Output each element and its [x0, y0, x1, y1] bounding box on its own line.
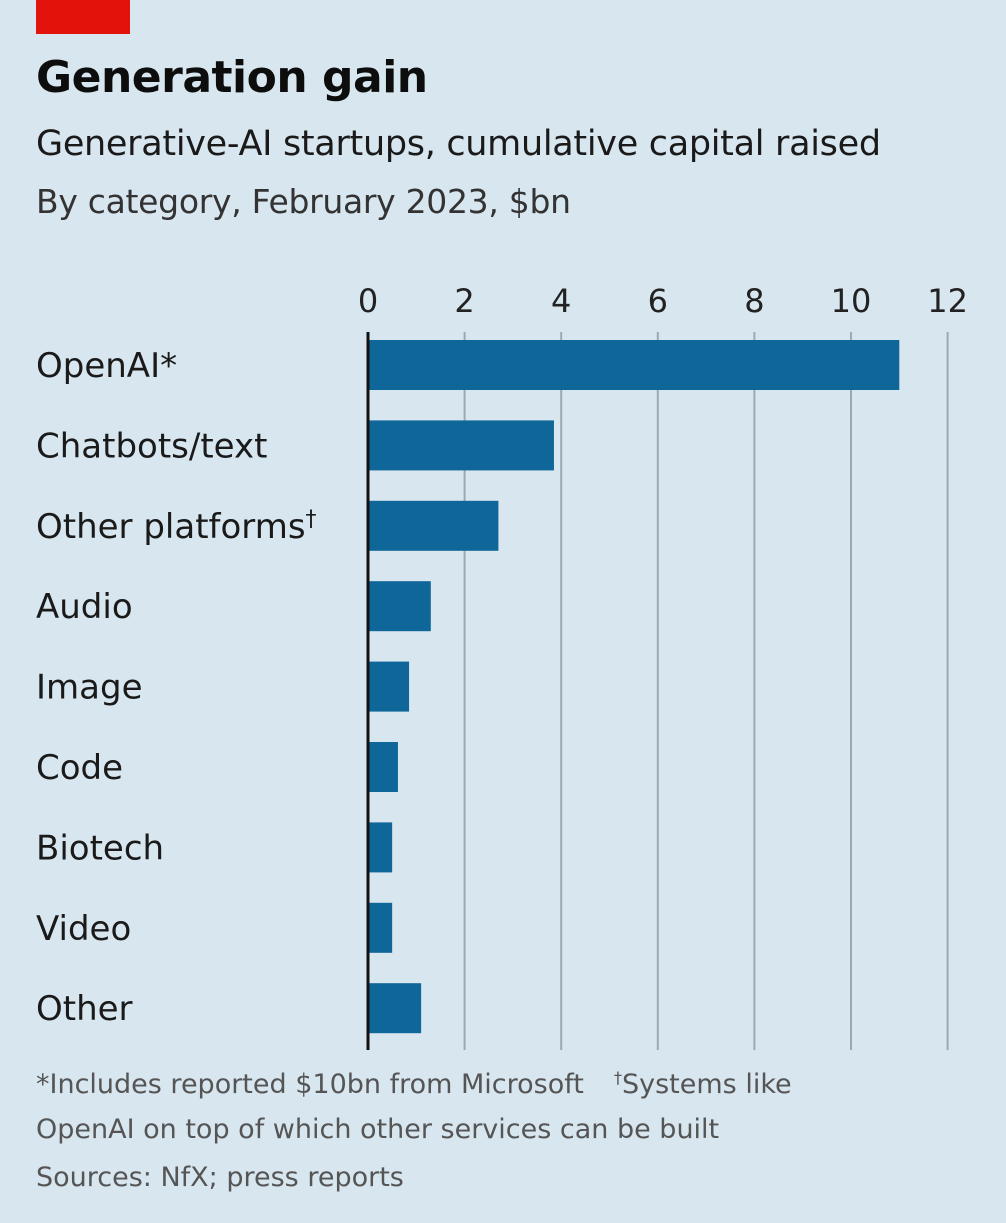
- bar-openai: [368, 340, 900, 390]
- bar-other-platforms: [368, 500, 499, 551]
- footnote-sources: Sources: NfX; press reports: [36, 1162, 404, 1193]
- chart-subtitle: Generative-AI startups, cumulative capit…: [36, 124, 881, 164]
- category-label-other-platforms: Other platforms†: [36, 507, 317, 547]
- x-tick-labels: 0 2 4 6 8 10 12: [358, 282, 968, 320]
- category-label-openai: OpenAI*: [36, 346, 177, 386]
- category-label-image: Image: [36, 668, 142, 708]
- bars: [368, 340, 900, 1034]
- bar-chatbots-text: [368, 420, 554, 471]
- footnote-openai: *Includes reported $10bn from Microsoft: [36, 1069, 584, 1100]
- category-label-audio: Audio: [36, 587, 133, 627]
- brand-red-tag: [36, 0, 130, 34]
- bar-image: [368, 661, 410, 712]
- x-tick-label-6: 6: [648, 282, 668, 320]
- category-labels: OpenAI* Chatbots/text Other platforms† Audi…: [36, 346, 317, 1029]
- x-tick-label-12: 12: [927, 282, 968, 320]
- gridlines: [463, 332, 949, 1050]
- category-label-video: Video: [36, 909, 131, 949]
- category-label-code: Code: [36, 748, 123, 788]
- bar-video: [368, 902, 393, 953]
- x-tick-label-8: 8: [744, 282, 764, 320]
- bar-code: [368, 742, 398, 792]
- footnote-platforms-end: OpenAI on top of which other services ca…: [36, 1114, 720, 1145]
- x-tick-label-0: 0: [358, 282, 378, 320]
- x-tick-label-4: 4: [551, 282, 571, 320]
- bar-biotech: [368, 822, 393, 873]
- category-label-chatbots-text: Chatbots/text: [36, 426, 267, 466]
- footnote-platforms-start: Systems like: [621, 1069, 792, 1100]
- category-label-other: Other: [36, 989, 133, 1029]
- bar-chart: 0 2 4 6 8 10 12 OpenAI* Chatbots/text Other plat…: [36, 282, 968, 1050]
- footnote-line-1: *Includes reported $10bn from Microsoft †…: [36, 1068, 792, 1100]
- x-tick-label-2: 2: [454, 282, 474, 320]
- chart-unit-note: By category, February 2023, $bn: [36, 182, 571, 221]
- category-label-biotech: Biotech: [36, 828, 164, 868]
- bar-other: [368, 983, 422, 1034]
- footnote-dagger: †: [613, 1068, 622, 1087]
- x-tick-label-10: 10: [831, 282, 872, 320]
- chart-title: Generation gain: [36, 52, 428, 103]
- bar-audio: [368, 581, 431, 632]
